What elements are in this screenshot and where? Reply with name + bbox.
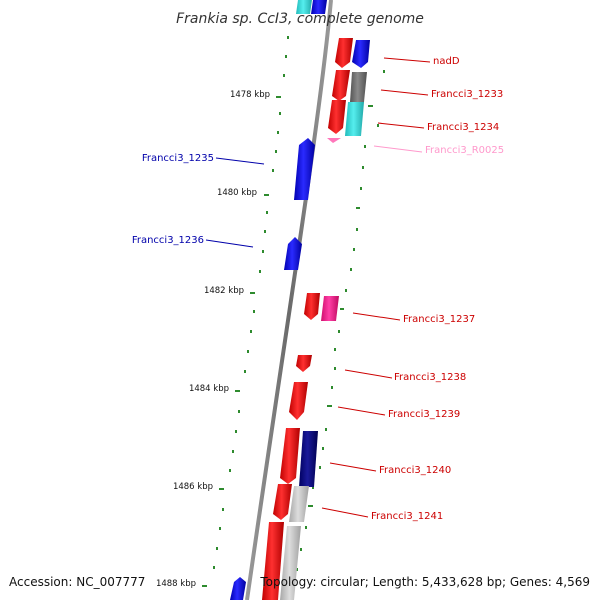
tick-dots-left (202, 36, 289, 587)
gene-label-francci3-1233[interactable]: Francci3_1233 (431, 89, 503, 100)
gene-francci3-1233-gray[interactable] (350, 72, 367, 102)
gene-label-francci3-1240[interactable]: Francci3_1240 (379, 465, 451, 476)
gene-francci3-1234-cyan[interactable] (345, 102, 364, 136)
label-leader-lines (205, 57, 431, 518)
kbp-labels: 1478 kbp 1480 kbp 1482 kbp 1484 kbp 1486… (156, 90, 270, 589)
gene-francci3-1240-navy[interactable] (299, 431, 318, 487)
rna-francci3-r0025[interactable] (327, 138, 341, 143)
gene-nadd-blue[interactable] (352, 40, 370, 68)
gene-label-francci3-1237[interactable]: Francci3_1237 (403, 314, 475, 325)
gene-bottom-red-fragment[interactable] (262, 522, 284, 600)
gene-francci3-1235[interactable] (294, 138, 315, 200)
gene-francci3-1240[interactable] (280, 428, 300, 484)
kbp-label: 1486 kbp (173, 482, 213, 492)
gene-label-francci3-r0025[interactable]: Francci3_R0025 (425, 145, 504, 156)
gene-francci3-1239[interactable] (289, 382, 308, 420)
kbp-label: 1488 kbp (156, 579, 196, 589)
gene-francci3-1236[interactable] (284, 237, 302, 270)
gene-label-francci3-1234[interactable]: Francci3_1234 (427, 122, 499, 133)
gene-francci3-1234[interactable] (328, 100, 346, 134)
tick-dots-right (296, 70, 385, 571)
map-title: Frankia sp. CcI3, complete genome (176, 11, 424, 27)
genes-reverse-strand (262, 38, 370, 600)
gene-bottom-gray-fragment[interactable] (280, 526, 301, 600)
gene-francci3-1237-pink[interactable] (321, 296, 339, 321)
accession-text: Accession: NC_007777 (9, 575, 145, 589)
kbp-tick-1480 (264, 194, 269, 196)
genome-backbone (245, 0, 333, 600)
gene-bottom-blue-fragment[interactable] (230, 577, 246, 600)
kbp-tick-1488 (202, 585, 207, 587)
kbp-label: 1484 kbp (189, 384, 229, 394)
gene-francci3-1237[interactable] (304, 293, 320, 320)
gene-top-cyan-fragment[interactable] (296, 0, 312, 14)
kbp-label: 1482 kbp (204, 286, 244, 296)
gene-label-francci3-1236[interactable]: Francci3_1236 (132, 235, 204, 246)
gene-francci3-1241[interactable] (273, 484, 292, 520)
gene-nadd[interactable] (335, 38, 353, 68)
gene-francci3-1233[interactable] (332, 70, 350, 101)
gene-label-francci3-1235[interactable]: Francci3_1235 (142, 153, 214, 164)
gene-label-francci3-1239[interactable]: Francci3_1239 (388, 409, 460, 420)
gene-label-francci3-1238[interactable]: Francci3_1238 (394, 372, 466, 383)
genes-forward-strand (230, 0, 327, 600)
kbp-tick-1478 (276, 96, 281, 98)
gene-francci3-1241-gray[interactable] (289, 486, 309, 522)
gene-top-blue-fragment[interactable] (311, 0, 327, 14)
topology-text: Topology: circular; Length: 5,433,628 bp… (259, 575, 590, 589)
gene-francci3-1238[interactable] (296, 355, 312, 372)
kbp-tick-1482 (250, 292, 255, 294)
gene-labels: nadD Francci3_1233 Francci3_1234 Francci… (132, 56, 504, 522)
kbp-tick-1486 (219, 488, 224, 490)
kbp-tick-1484 (235, 390, 240, 392)
kbp-label: 1480 kbp (217, 188, 257, 198)
gene-label-nadd[interactable]: nadD (433, 56, 460, 67)
gene-label-francci3-1241[interactable]: Francci3_1241 (371, 511, 443, 522)
kbp-label: 1478 kbp (230, 90, 270, 100)
